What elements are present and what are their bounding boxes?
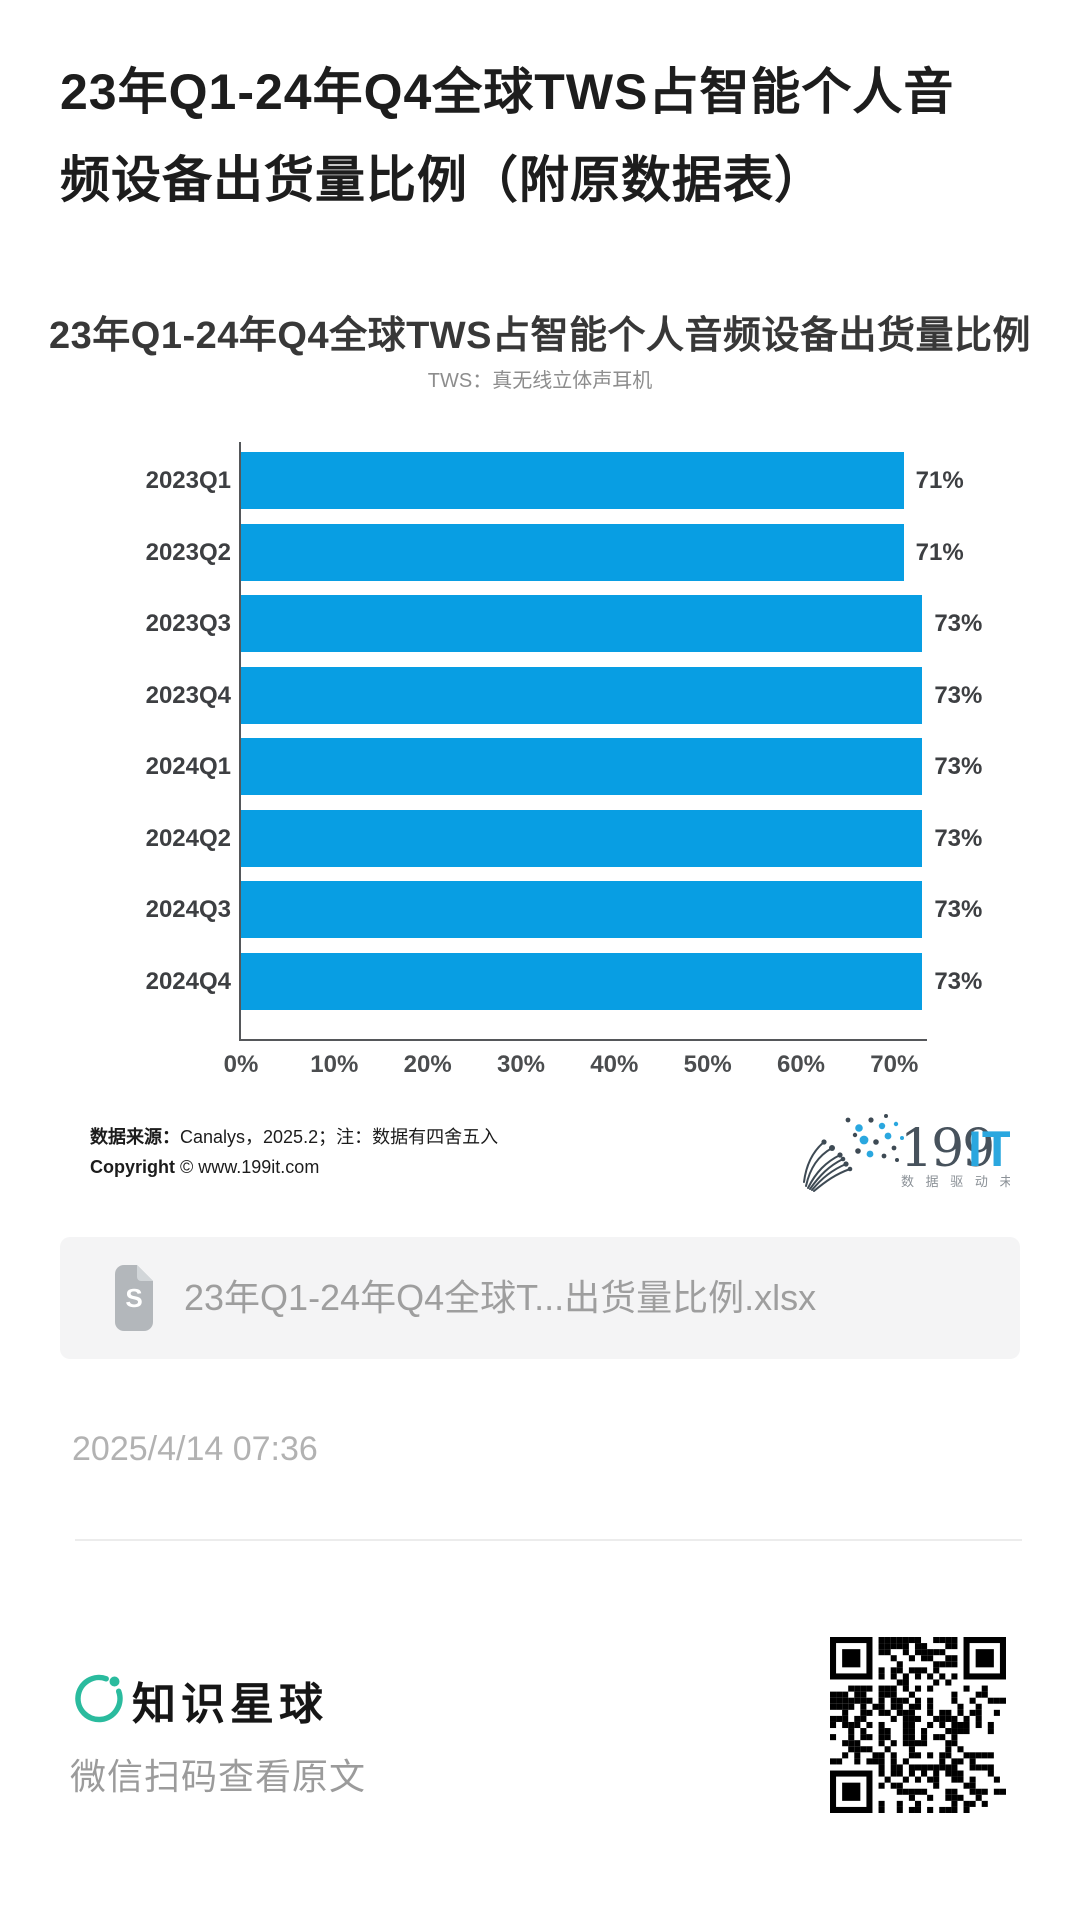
footer-tagline: 微信扫码查看原文 (70, 1756, 367, 1797)
199it-logo-text-199: 199 (900, 1119, 993, 1179)
source-line: 数据来源：Canalys，2025.2；注：数据有四舍五入 (90, 1122, 498, 1152)
bar (241, 738, 923, 795)
file-icon-letter: S (125, 1283, 142, 1313)
bar-value-label: 71% (915, 467, 964, 494)
bar (241, 595, 923, 652)
bar-category-label: 2024Q4 (145, 967, 231, 995)
x-axis-tick: 10% (310, 1051, 359, 1078)
bar-row: 2023Q3 73% (146, 595, 982, 652)
x-axis-tick: 70% (870, 1051, 919, 1078)
footer-brand-name: 知识星球 (132, 1680, 328, 1729)
bar-category-label: 2023Q1 (145, 467, 231, 494)
x-axis-tick: 40% (590, 1051, 639, 1078)
x-axis: 0% 10% 20% 30% 40% 50% 60% 70% (224, 1039, 927, 1079)
chart-title: 23年Q1-24年Q4全球TWS占智能个人音频设备出货量比例 (49, 315, 1031, 357)
x-axis-tick: 50% (683, 1051, 732, 1078)
copyright-text: © www.199it.com (175, 1157, 320, 1177)
bar-plot: 2023Q1 71% 2023Q2 71% 2023Q3 73% 2023Q4 73% 2024… (146, 442, 982, 1078)
199it-logo-text-it: IT (968, 1121, 1010, 1177)
page-title: 23年Q1-24年Q4全球TWS占智能个人音频设备出货量比例（附原数据表） (60, 63, 955, 208)
bar-category-label: 2024Q2 (145, 824, 231, 852)
chart-source-note: 数据来源：Canalys，2025.2；注：数据有四舍五入 Copyright … (90, 1122, 498, 1182)
bar-value-label: 73% (934, 681, 983, 709)
attachment-filename: 23年Q1-24年Q4全球T...出货量比例.xlsx (184, 1277, 817, 1318)
199it-dandelion-dots (821, 1114, 904, 1172)
bar-category-label: 2023Q2 (145, 538, 231, 566)
199it-dandelion-icon (803, 1141, 851, 1192)
bar-category-label: 2024Q1 (145, 753, 231, 780)
spreadsheet-file-icon: S (115, 1265, 153, 1331)
chart-subtitle: TWS：真无线立体声耳机 (427, 370, 653, 392)
bar-value-label: 73% (934, 824, 983, 852)
bar-value-label: 73% (934, 753, 983, 780)
bar-row: 2024Q3 73% (146, 881, 982, 938)
divider (75, 1539, 1022, 1541)
post-date: 2025/4/14 07:36 (72, 1430, 318, 1468)
source-text: Canalys，2025.2；注：数据有四舍五入 (180, 1127, 499, 1147)
zsxq-planet-icon (75, 1674, 123, 1723)
bar (241, 881, 923, 938)
source-label: 数据来源： (90, 1127, 180, 1147)
199it-logo-tagline: 数 据 驱 动 未 来 (901, 1174, 1010, 1189)
attachment-card[interactable]: S 23年Q1-24年Q4全球T...出货量比例.xlsx (60, 1237, 1020, 1359)
bar-category-label: 2023Q4 (145, 681, 231, 709)
bar (241, 523, 904, 581)
x-axis-tick: 20% (403, 1051, 452, 1078)
qr-code (830, 1637, 1006, 1813)
bar-row: 2024Q2 73% (146, 809, 982, 867)
copyright-line: Copyright © www.199it.com (90, 1152, 498, 1182)
199it-logo: 199 IT 数 据 驱 动 未 来 (803, 1114, 1010, 1192)
bar-row: 2023Q2 71% (146, 523, 964, 581)
x-axis-tick: 60% (776, 1051, 826, 1078)
bar (241, 952, 923, 1010)
bar-category-label: 2023Q3 (145, 610, 231, 637)
x-axis-tick: 30% (496, 1051, 546, 1078)
bar-row: 2024Q1 73% (146, 738, 982, 795)
bar (241, 809, 923, 867)
bar (241, 666, 923, 724)
bar-row: 2023Q4 73% (146, 666, 982, 724)
bar-value-label: 73% (934, 896, 983, 923)
bar-value-label: 73% (934, 967, 983, 995)
x-axis-tick: 0% (223, 1051, 259, 1078)
bar-row: 2023Q1 71% (146, 452, 964, 509)
bar-row: 2024Q4 73% (146, 952, 982, 1010)
bar (241, 452, 904, 509)
bar-value-label: 71% (915, 538, 964, 566)
bar-category-label: 2024Q3 (145, 896, 231, 923)
bar-value-label: 73% (934, 610, 983, 637)
copyright-label: Copyright (90, 1157, 175, 1177)
